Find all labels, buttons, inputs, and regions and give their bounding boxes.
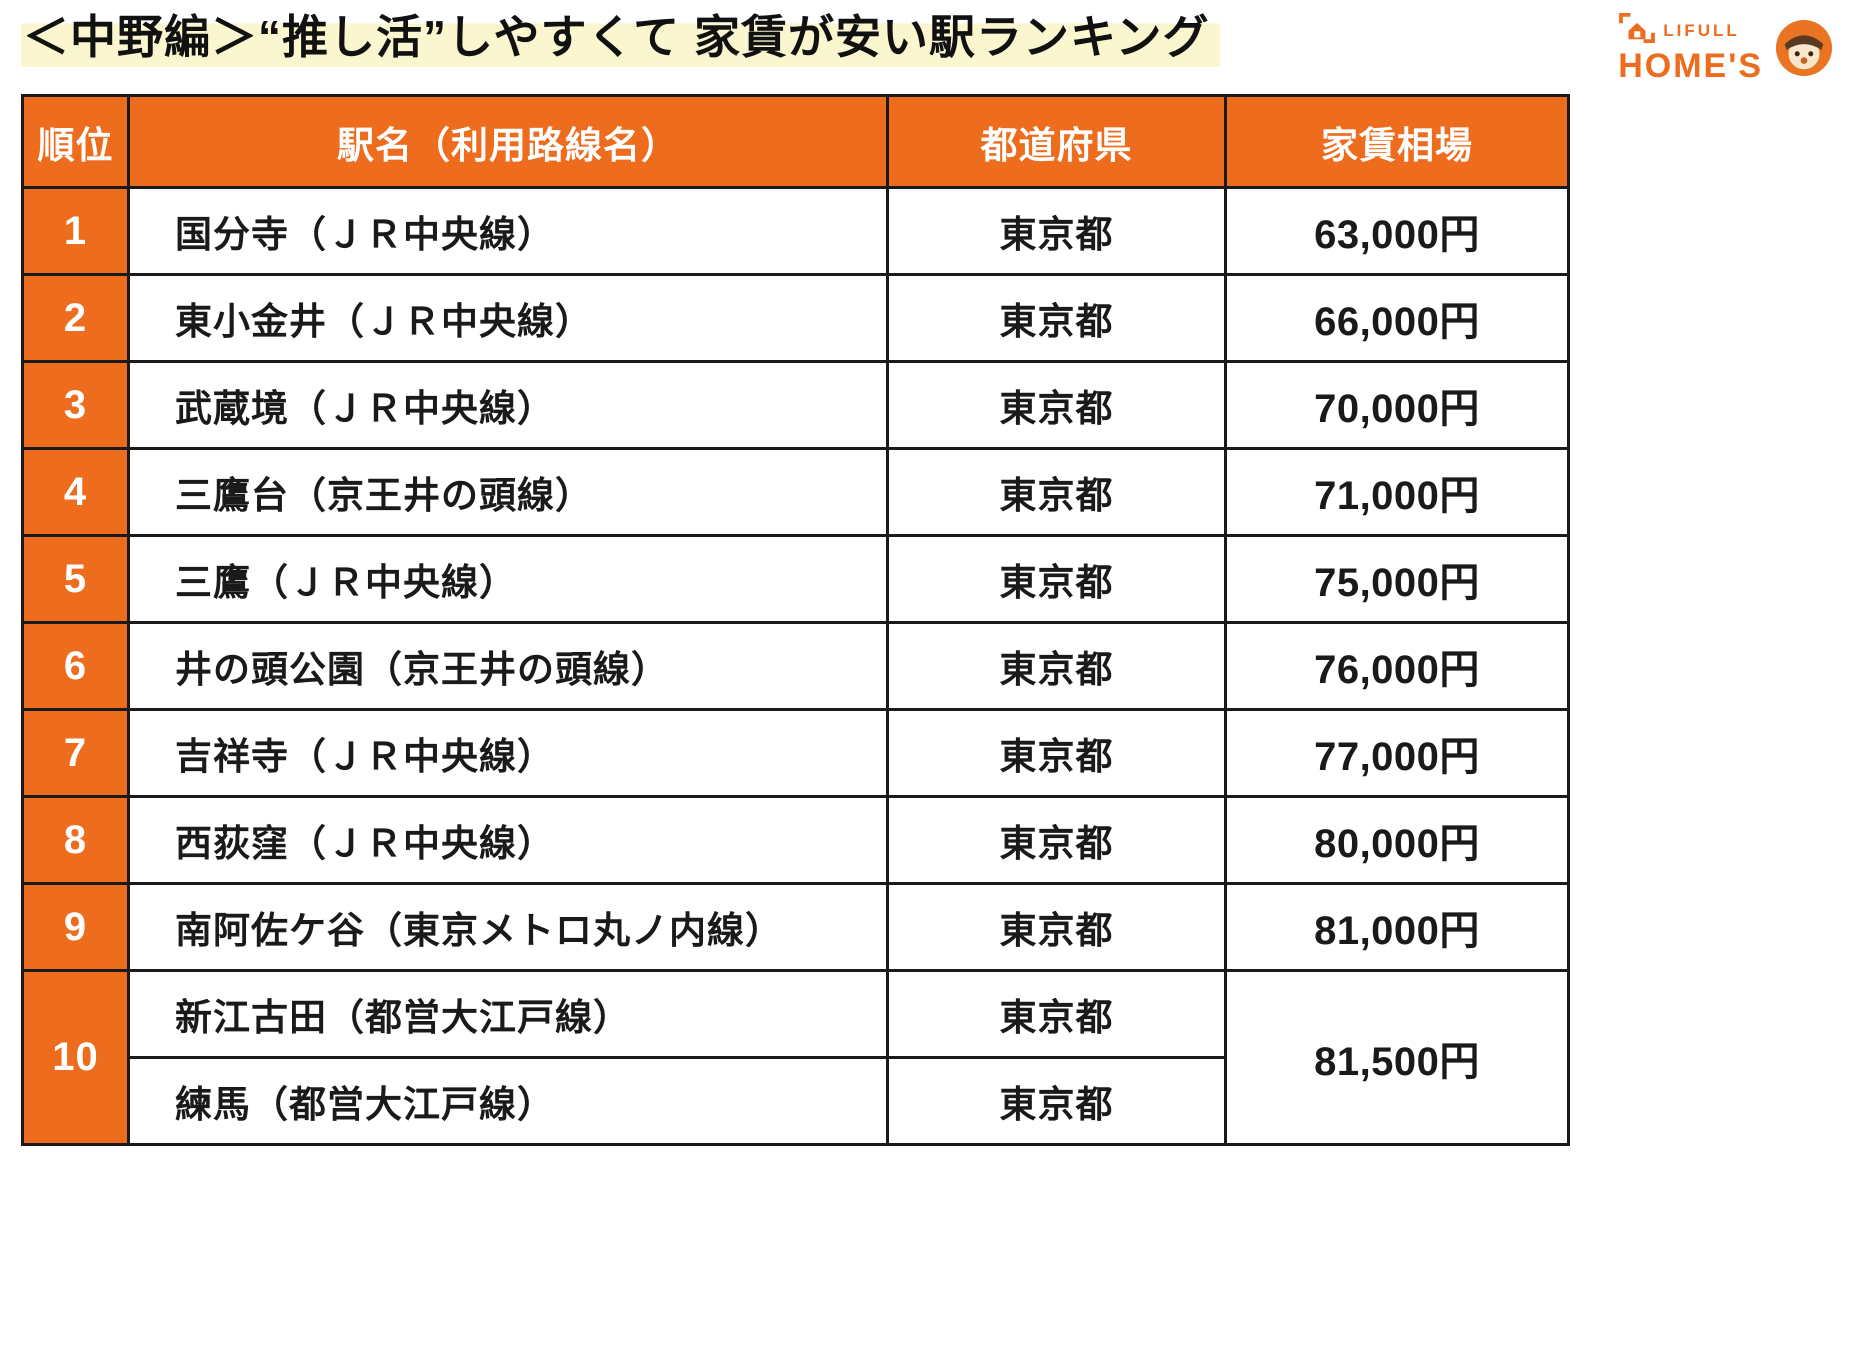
table-row: 9 南阿佐ケ谷（東京メトロ丸ノ内線） 東京都 81,000円 <box>21 882 1570 972</box>
station-cell: 東小金井（ＪＲ中央線） <box>127 273 889 363</box>
table-row: 1 国分寺（ＪＲ中央線） 東京都 63,000円 <box>21 186 1570 276</box>
table-row: 6 井の頭公園（京王井の頭線） 東京都 76,000円 <box>21 621 1570 711</box>
table-row: 5 三鷹（ＪＲ中央線） 東京都 75,000円 <box>21 534 1570 624</box>
rent-cell: 77,000円 <box>1224 708 1570 798</box>
rank-cell: 4 <box>21 447 130 537</box>
rank-cell: 9 <box>21 882 130 972</box>
rent-cell: 76,000円 <box>1224 621 1570 711</box>
station-cell: 武蔵境（ＪＲ中央線） <box>127 360 889 450</box>
rent-cell: 75,000円 <box>1224 534 1570 624</box>
title-highlight: ＜中野編＞“推し活”しやすくて 家賃が安い駅ランキング <box>21 11 1220 67</box>
prefecture-cell: 東京都 <box>886 969 1227 1059</box>
logo-top-row: LIFULL <box>1618 12 1740 49</box>
header-station: 駅名（利用路線名） <box>127 94 889 189</box>
station-cell: 国分寺（ＪＲ中央線） <box>127 186 889 276</box>
station-cell: 三鷹台（京王井の頭線） <box>127 447 889 537</box>
logo-lifull-text: LIFULL <box>1663 20 1740 40</box>
ranking-table: 順位 駅名（利用路線名） 都道府県 家賃相場 1 国分寺（ＪＲ中央線） 東京都 … <box>21 94 1570 1146</box>
rent-cell: 70,000円 <box>1224 360 1570 450</box>
table-row: 10 新江古田（都営大江戸線） 東京都 81,500円 <box>21 969 1570 1146</box>
station-cell: 南阿佐ケ谷（東京メトロ丸ノ内線） <box>127 882 889 972</box>
station-cell: 西荻窪（ＪＲ中央線） <box>127 795 889 885</box>
table-row: 7 吉祥寺（ＪＲ中央線） 東京都 77,000円 <box>21 708 1570 798</box>
table-header-row: 順位 駅名（利用路線名） 都道府県 家賃相場 <box>21 94 1570 189</box>
prefecture-cell: 東京都 <box>886 708 1227 798</box>
mascot-icon <box>1775 19 1833 77</box>
table-row: 練馬（都営大江戸線） 東京都 <box>23 1056 1569 1146</box>
prefecture-cell: 東京都 <box>886 621 1227 711</box>
table-row: 3 武蔵境（ＪＲ中央線） 東京都 70,000円 <box>21 360 1570 450</box>
prefecture-cell: 東京都 <box>886 360 1227 450</box>
table-row: 4 三鷹台（京王井の頭線） 東京都 71,000円 <box>21 447 1570 537</box>
logo-homes-text: HOME'S <box>1618 47 1763 85</box>
rank-cell: 6 <box>21 621 130 711</box>
rent-cell: 81,500円 <box>1224 969 1570 1146</box>
rent-cell: 71,000円 <box>1224 447 1570 537</box>
station-cell: 三鷹（ＪＲ中央線） <box>127 534 889 624</box>
prefecture-cell: 東京都 <box>886 447 1227 537</box>
rent-cell: 63,000円 <box>1224 186 1570 276</box>
station-cell: 練馬（都営大江戸線） <box>127 1056 889 1146</box>
table-row: 8 西荻窪（ＪＲ中央線） 東京都 80,000円 <box>21 795 1570 885</box>
page-header: ＜中野編＞“推し活”しやすくて 家賃が安い駅ランキング LIFULL HOME'… <box>0 0 1849 84</box>
lifull-homes-logo: LIFULL HOME'S <box>1618 10 1833 85</box>
rent-cell: 81,000円 <box>1224 882 1570 972</box>
header-prefecture: 都道府県 <box>886 94 1227 189</box>
prefecture-cell: 東京都 <box>886 882 1227 972</box>
rank-cell: 2 <box>21 273 130 363</box>
station-cell: 吉祥寺（ＪＲ中央線） <box>127 708 889 798</box>
page-title: ＜中野編＞“推し活”しやすくて 家賃が安い駅ランキング <box>21 10 1220 67</box>
prefecture-cell: 東京都 <box>886 1056 1227 1146</box>
rent-cell: 80,000円 <box>1224 795 1570 885</box>
rank-cell: 8 <box>21 795 130 885</box>
header-rank: 順位 <box>21 94 130 189</box>
logo-text-block: LIFULL HOME'S <box>1618 12 1763 85</box>
prefecture-cell: 東京都 <box>886 186 1227 276</box>
rank-cell: 1 <box>21 186 130 276</box>
prefecture-cell: 東京都 <box>886 795 1227 885</box>
rent-cell: 66,000円 <box>1224 273 1570 363</box>
rank-cell: 7 <box>21 708 130 798</box>
rank-cell: 3 <box>21 360 130 450</box>
rank-cell: 5 <box>21 534 130 624</box>
station-cell: 井の頭公園（京王井の頭線） <box>127 621 889 711</box>
header-rent: 家賃相場 <box>1224 94 1570 189</box>
rank-cell: 10 <box>21 969 130 1146</box>
prefecture-cell: 東京都 <box>886 534 1227 624</box>
table-row: 2 東小金井（ＪＲ中央線） 東京都 66,000円 <box>21 273 1570 363</box>
house-icon <box>1618 12 1656 49</box>
prefecture-cell: 東京都 <box>886 273 1227 363</box>
station-cell: 新江古田（都営大江戸線） <box>127 969 889 1059</box>
